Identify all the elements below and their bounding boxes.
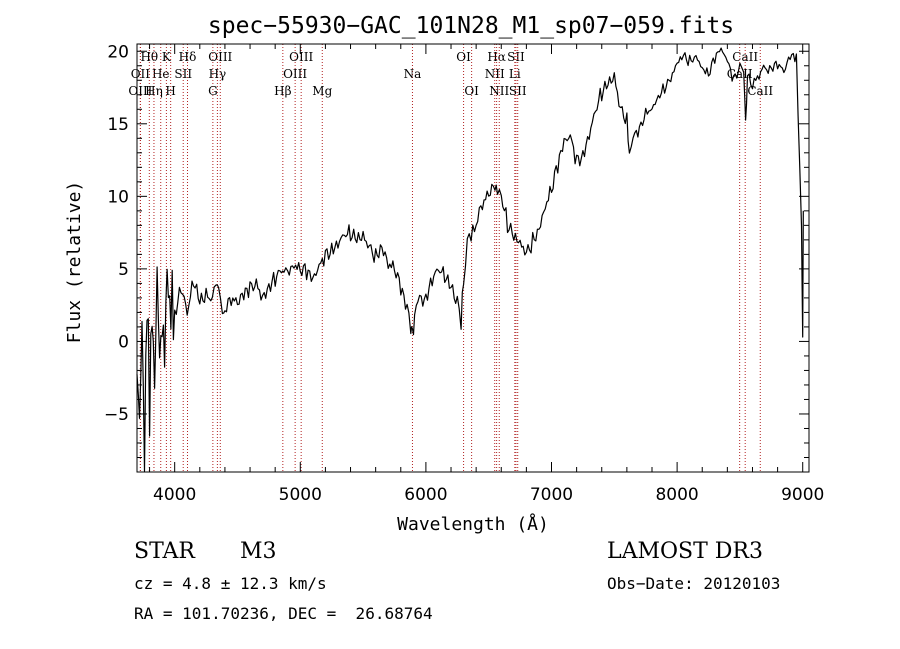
chart-title: spec−55930−GAC_101N28_M1_sp07−059.fits (208, 13, 734, 39)
spectral-line-label: He (152, 67, 170, 81)
spectral-line-label: Na (404, 67, 422, 81)
spectral-line-label: G (208, 84, 218, 98)
spectral-line-label: CaII (732, 50, 758, 64)
spectrum-line (136, 47, 804, 472)
x-tick-label: 5000 (279, 485, 322, 505)
spectral-line-label: Hγ (209, 67, 227, 81)
x-tick-label: 7000 (530, 485, 573, 505)
spectral-line-label: SII (174, 67, 192, 81)
plot-frame (136, 43, 810, 473)
spectral-line-label: NII (489, 84, 509, 98)
x-axis-label: Wavelength (Å) (397, 513, 549, 535)
x-tick-label: 8000 (655, 485, 698, 505)
spectral-line-label: OI (456, 50, 471, 64)
spectral-line-label: OIII (128, 84, 152, 98)
spectral-line-label: Hδ (179, 50, 197, 64)
y-axis-label: Flux (relative) (64, 181, 85, 344)
observation-date: Obs−Date: 20120103 (607, 574, 781, 593)
y-tick-label: 20 (107, 42, 129, 62)
object-subclass: M3 (240, 539, 277, 564)
spectral-line-label: NII (485, 67, 505, 81)
spectral-line-label: Hα (487, 50, 506, 64)
y-tick-label: 10 (107, 187, 129, 207)
spectral-line-label: CaII (747, 84, 773, 98)
spectral-line-label: Hθ (140, 50, 158, 64)
spectral-line-label: OIII (289, 50, 313, 64)
ticks-layer: 4000 5000 6000 7000 8000 9000 −5 0 5 10 15 20 (104, 42, 824, 505)
series-layer (136, 47, 804, 472)
x-tick-label: 9000 (781, 485, 824, 505)
x-tick-label: 6000 (404, 485, 447, 505)
coordinates: RA = 101.70236, DEC = 26.68764 (134, 604, 433, 623)
spectral-line-label: Hβ (274, 84, 291, 98)
spectral-line-label: SII (509, 84, 527, 98)
y-tick-label: 5 (118, 260, 129, 280)
spectral-line-label: OIII (283, 67, 307, 81)
spectral-line-label: SII (507, 50, 525, 64)
object-class: STAR (134, 539, 195, 564)
y-tick-label: 15 (107, 115, 129, 135)
spectral-line-label: K (162, 50, 172, 64)
y-tick-label: 0 (118, 332, 129, 352)
axes-layer (136, 43, 810, 473)
redshift-cz: cz = 4.8 ± 12.3 km/s (134, 574, 327, 593)
spectral-line-label: OI (464, 84, 479, 98)
spectral-line-label: Li (509, 67, 521, 81)
spectral-line-label: Mg (312, 84, 332, 98)
survey-name: LAMOST DR3 (607, 539, 763, 564)
spectral-line-label: OIII (208, 50, 232, 64)
x-tick-label: 4000 (153, 485, 196, 505)
spectral-line-label: Hη (145, 84, 163, 98)
y-tick-label: −5 (104, 405, 129, 425)
spectral-line-label: H (165, 84, 175, 98)
